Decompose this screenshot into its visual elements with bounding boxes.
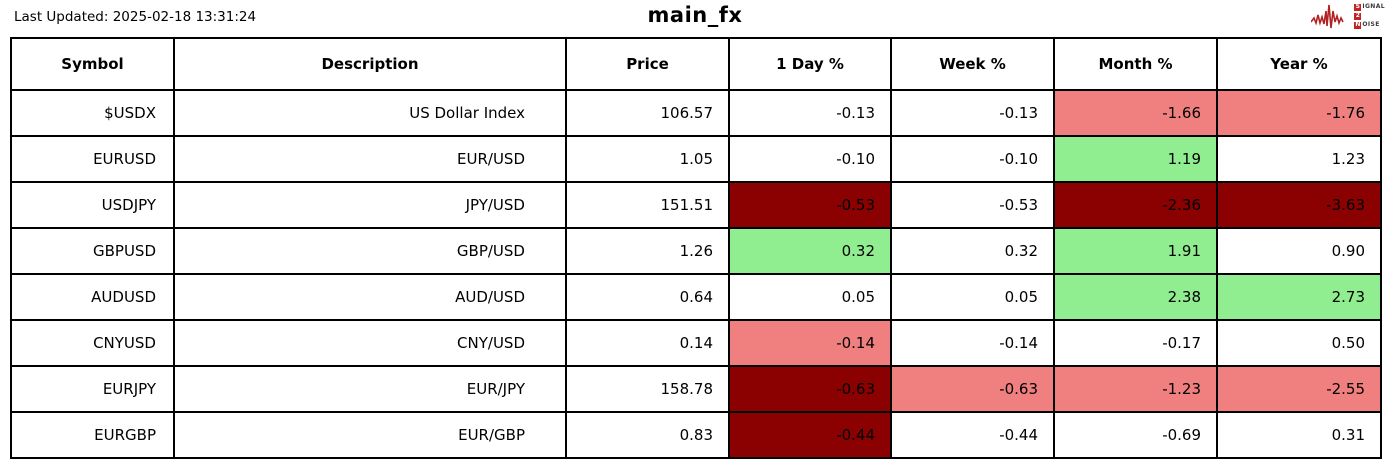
month-pct-cell: -0.69 <box>1053 411 1218 459</box>
logo-line-noise: N OISE <box>1354 21 1385 30</box>
day-pct-cell: -0.53 <box>728 181 892 229</box>
signal2noise-logo: S IGNAL 2 N OISE <box>1311 2 1385 30</box>
top-bar: Last Updated: 2025-02-18 13:31:24 main_f… <box>0 0 1390 37</box>
logo-letter-n: N <box>1354 21 1362 29</box>
price-cell: 0.14 <box>565 319 730 367</box>
fx-table: Symbol Description Price 1 Day % Week % … <box>10 37 1382 459</box>
symbol-cell: EURUSD <box>10 135 175 183</box>
week-pct-cell: -0.13 <box>890 89 1055 137</box>
month-pct-cell: -0.17 <box>1053 319 1218 367</box>
year-pct-cell: 0.90 <box>1216 227 1382 275</box>
logo-line-2: 2 <box>1354 12 1385 21</box>
table-row: GBPUSD GBP/USD 1.26 0.32 0.32 1.91 0.90 <box>10 227 1382 275</box>
description-cell: AUD/USD <box>173 273 567 321</box>
month-pct-cell: -1.66 <box>1053 89 1218 137</box>
week-pct-cell: 0.05 <box>890 273 1055 321</box>
description-cell: CNY/USD <box>173 319 567 367</box>
symbol-cell: CNYUSD <box>10 319 175 367</box>
day-pct-cell: -0.14 <box>728 319 892 367</box>
year-pct-cell: -1.76 <box>1216 89 1382 137</box>
table-row: USDJPY JPY/USD 151.51 -0.53 -0.53 -2.36 … <box>10 181 1382 229</box>
table-row: EURGBP EUR/GBP 0.83 -0.44 -0.44 -0.69 0.… <box>10 411 1382 459</box>
price-cell: 1.05 <box>565 135 730 183</box>
table-row: $USDX US Dollar Index 106.57 -0.13 -0.13… <box>10 89 1382 137</box>
price-cell: 1.26 <box>565 227 730 275</box>
week-pct-cell: -0.53 <box>890 181 1055 229</box>
description-cell: EUR/JPY <box>173 365 567 413</box>
table-row: EURUSD EUR/USD 1.05 -0.10 -0.10 1.19 1.2… <box>10 135 1382 183</box>
symbol-cell: GBPUSD <box>10 227 175 275</box>
day-pct-cell: 0.32 <box>728 227 892 275</box>
week-pct-cell: -0.44 <box>890 411 1055 459</box>
logo-letter-2: 2 <box>1354 12 1362 20</box>
col-header-day-pct: 1 Day % <box>728 37 892 91</box>
day-pct-cell: -0.44 <box>728 411 892 459</box>
week-pct-cell: -0.63 <box>890 365 1055 413</box>
year-pct-cell: 2.73 <box>1216 273 1382 321</box>
description-cell: EUR/GBP <box>173 411 567 459</box>
symbol-cell: EURGBP <box>10 411 175 459</box>
month-pct-cell: 1.91 <box>1053 227 1218 275</box>
month-pct-cell: 2.38 <box>1053 273 1218 321</box>
month-pct-cell: -1.23 <box>1053 365 1218 413</box>
symbol-cell: USDJPY <box>10 181 175 229</box>
price-cell: 151.51 <box>565 181 730 229</box>
last-updated-timestamp: Last Updated: 2025-02-18 13:31:24 <box>14 9 257 25</box>
week-pct-cell: -0.10 <box>890 135 1055 183</box>
col-header-symbol: Symbol <box>10 37 175 91</box>
year-pct-cell: 0.31 <box>1216 411 1382 459</box>
logo-letter-s: S <box>1354 3 1362 11</box>
month-pct-cell: -2.36 <box>1053 181 1218 229</box>
logo-word-signal: IGNAL <box>1362 3 1385 10</box>
day-pct-cell: -0.10 <box>728 135 892 183</box>
year-pct-cell: -2.55 <box>1216 365 1382 413</box>
table-row: AUDUSD AUD/USD 0.64 0.05 0.05 2.38 2.73 <box>10 273 1382 321</box>
year-pct-cell: -3.63 <box>1216 181 1382 229</box>
col-header-price: Price <box>565 37 730 91</box>
symbol-cell: AUDUSD <box>10 273 175 321</box>
day-pct-cell: -0.13 <box>728 89 892 137</box>
week-pct-cell: -0.14 <box>890 319 1055 367</box>
col-header-description: Description <box>173 37 567 91</box>
table-row: CNYUSD CNY/USD 0.14 -0.14 -0.14 -0.17 0.… <box>10 319 1382 367</box>
col-header-month-pct: Month % <box>1053 37 1218 91</box>
year-pct-cell: 0.50 <box>1216 319 1382 367</box>
page-title: main_fx <box>647 3 743 27</box>
day-pct-cell: -0.63 <box>728 365 892 413</box>
logo-word-noise: OISE <box>1362 21 1380 28</box>
header-row: Symbol Description Price 1 Day % Week % … <box>10 37 1382 91</box>
symbol-cell: EURJPY <box>10 365 175 413</box>
logo-line-signal: S IGNAL <box>1354 3 1385 12</box>
col-header-year-pct: Year % <box>1216 37 1382 91</box>
table-row: EURJPY EUR/JPY 158.78 -0.63 -0.63 -1.23 … <box>10 365 1382 413</box>
price-cell: 106.57 <box>565 89 730 137</box>
week-pct-cell: 0.32 <box>890 227 1055 275</box>
symbol-cell: $USDX <box>10 89 175 137</box>
description-cell: JPY/USD <box>173 181 567 229</box>
description-cell: GBP/USD <box>173 227 567 275</box>
col-header-week-pct: Week % <box>890 37 1055 91</box>
description-cell: US Dollar Index <box>173 89 567 137</box>
year-pct-cell: 1.23 <box>1216 135 1382 183</box>
price-cell: 0.83 <box>565 411 730 459</box>
price-cell: 158.78 <box>565 365 730 413</box>
waveform-icon <box>1311 4 1345 29</box>
price-cell: 0.64 <box>565 273 730 321</box>
description-cell: EUR/USD <box>173 135 567 183</box>
logo-text: S IGNAL 2 N OISE <box>1354 3 1385 30</box>
day-pct-cell: 0.05 <box>728 273 892 321</box>
month-pct-cell: 1.19 <box>1053 135 1218 183</box>
